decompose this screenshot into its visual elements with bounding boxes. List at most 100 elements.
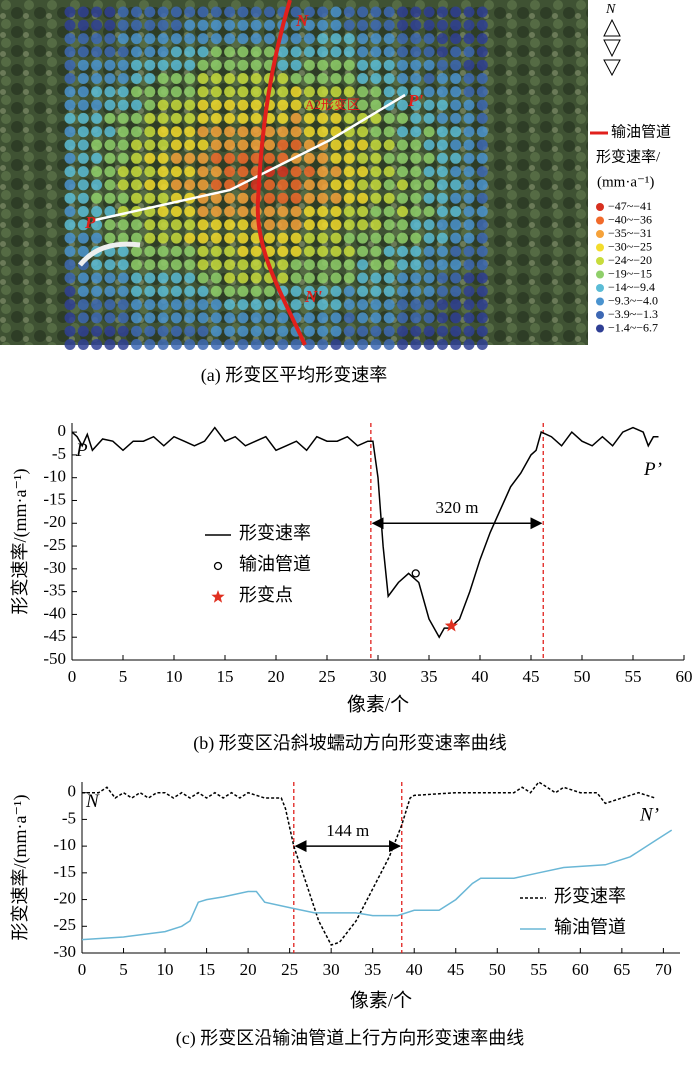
map-dot <box>343 73 355 84</box>
map-dot <box>397 46 408 58</box>
map-dot <box>370 99 382 111</box>
map-dot <box>250 245 262 257</box>
map-dot <box>184 19 196 31</box>
map-dot <box>104 272 116 284</box>
map-dot <box>410 285 422 297</box>
map-dot <box>476 206 488 217</box>
map-dot <box>370 59 382 71</box>
map-dot <box>91 285 103 297</box>
x-tick-label: 40 <box>406 960 423 979</box>
map-dot <box>184 179 196 191</box>
map-dot <box>184 245 196 257</box>
map-dot <box>330 206 342 217</box>
map-dot <box>436 285 448 297</box>
map-dot <box>303 33 315 45</box>
map-dot <box>184 33 196 45</box>
map-dot <box>210 19 222 31</box>
map-dot <box>330 312 342 324</box>
map-dot <box>343 259 355 271</box>
map-dot <box>197 272 209 284</box>
y-tick-label: -5 <box>52 444 66 463</box>
map-dot <box>104 285 116 297</box>
map-dot <box>77 245 89 257</box>
map-dot <box>463 86 475 98</box>
map-dot <box>463 6 475 18</box>
y-tick-label: -15 <box>53 862 76 881</box>
map-dot <box>64 259 76 271</box>
map-dot <box>144 312 156 324</box>
map-dot <box>397 152 408 164</box>
map-dot <box>210 33 222 45</box>
map-dot <box>77 285 89 297</box>
map-dot <box>357 99 369 111</box>
map-dot <box>410 99 422 111</box>
legend-label: −9.3~−4.0 <box>608 293 658 307</box>
legend-label: −1.4~−6.7 <box>608 320 658 334</box>
map-dot <box>397 112 408 124</box>
map-dot <box>224 245 236 257</box>
map-dot <box>357 46 369 58</box>
map-dot <box>463 245 475 257</box>
map-dot <box>104 259 116 271</box>
map-dot <box>303 166 315 178</box>
map-dot <box>423 73 435 84</box>
map-dot <box>383 86 395 98</box>
map-dot <box>303 126 315 138</box>
map-dot <box>463 272 475 284</box>
map-dot <box>104 46 116 58</box>
map-dot <box>436 325 448 337</box>
map-dot <box>77 192 89 204</box>
map-dot <box>184 99 196 111</box>
map-dot <box>383 299 395 311</box>
map-dot <box>410 299 422 311</box>
y-tick-label: 0 <box>68 782 77 801</box>
map-dot <box>117 86 129 98</box>
map-dot <box>330 232 342 244</box>
map-dot <box>237 299 249 311</box>
map-dot <box>91 33 103 45</box>
map-dot <box>450 232 462 244</box>
map-dot <box>330 112 342 124</box>
map-dot <box>131 232 142 244</box>
map-dot <box>357 59 369 71</box>
x-tick-label: 10 <box>157 960 174 979</box>
x-tick-label: 55 <box>625 667 642 686</box>
map-dot <box>131 46 142 58</box>
map-dot <box>224 19 236 31</box>
map-dot <box>117 245 129 257</box>
legend-swatch <box>596 324 604 333</box>
map-dot <box>197 312 209 324</box>
map-dot <box>91 99 103 111</box>
map-dot <box>237 99 249 111</box>
map-dot <box>450 152 462 164</box>
map-dot <box>397 219 408 231</box>
map-dot <box>250 339 262 350</box>
legend-label: 形变点 <box>239 585 293 605</box>
map-dot <box>117 126 129 138</box>
map-dot <box>224 192 236 204</box>
map-dot <box>330 245 342 257</box>
map-dot <box>224 99 236 111</box>
map-dot <box>463 99 475 111</box>
map-dot <box>117 232 129 244</box>
map-dot <box>197 33 209 45</box>
map-dot <box>250 33 262 45</box>
map-dot <box>317 152 329 164</box>
map-dot <box>343 299 355 311</box>
map-dot <box>277 46 289 58</box>
map-dot <box>117 325 129 337</box>
x-tick-label: 30 <box>370 667 387 686</box>
map-dot <box>290 299 302 311</box>
map-dot <box>210 245 222 257</box>
map-dot <box>250 59 262 71</box>
map-dot <box>64 245 76 257</box>
map-dot <box>383 339 395 350</box>
map-dot <box>343 285 355 297</box>
map-dot <box>250 19 262 31</box>
map-dot <box>357 166 369 178</box>
map-dot <box>397 33 408 45</box>
map-dot <box>224 312 236 324</box>
map-dot <box>357 232 369 244</box>
map-dot <box>104 166 116 178</box>
map-dot <box>91 259 103 271</box>
